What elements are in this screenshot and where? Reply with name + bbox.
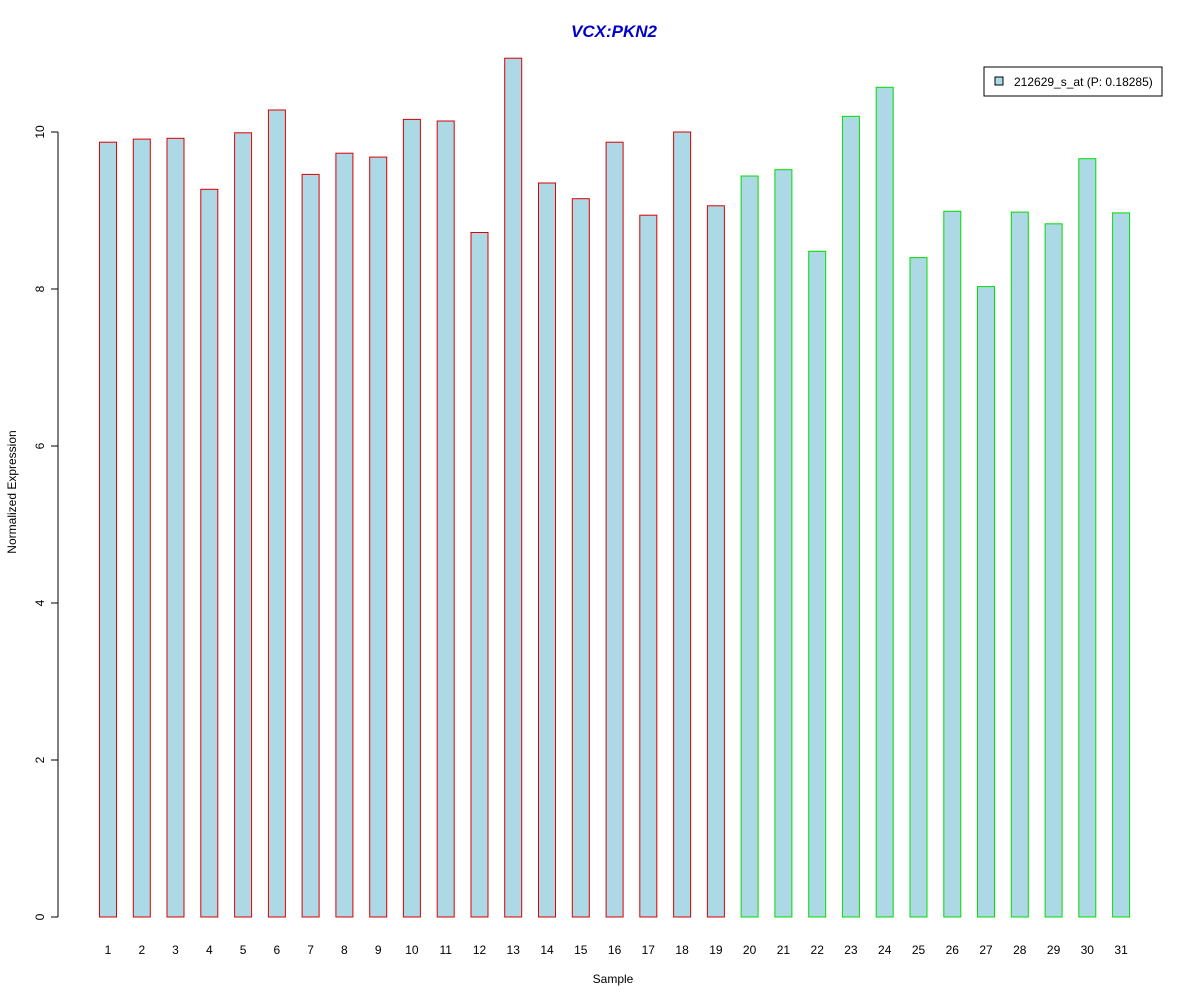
bar-sample-28 [1010, 211, 1029, 918]
y-tick-label: 8 [33, 285, 47, 292]
bar-sample-31 [1112, 212, 1131, 918]
x-axis: 1 2 3 4 5 6 7 8 9 10 11 12 13 14 15 16 17 18 19 20 21 22 23 24 2… [105, 943, 1128, 957]
bar-sample-25 [909, 257, 928, 918]
x-tick-label: 31 [1114, 943, 1128, 957]
bar-sample-12 [470, 232, 489, 918]
x-tick-label: 30 [1081, 943, 1095, 957]
x-tick-label: 28 [1013, 943, 1027, 957]
x-tick-label: 27 [979, 943, 993, 957]
x-tick-label: 2 [138, 943, 145, 957]
bar-sample-14 [538, 182, 556, 918]
x-tick-label: 23 [844, 943, 858, 957]
x-tick-label: 21 [777, 943, 791, 957]
x-tick-label: 17 [642, 943, 656, 957]
bar-sample-30 [1078, 158, 1097, 918]
x-tick-label: 14 [540, 943, 554, 957]
bar-sample-23 [841, 115, 860, 918]
x-tick-label: 5 [240, 943, 247, 957]
bar-sample-1 [99, 141, 117, 918]
bar-sample-11 [436, 120, 455, 918]
x-tick-label: 18 [675, 943, 689, 957]
bar-sample-4 [200, 188, 219, 918]
x-tick-label: 1 [105, 943, 112, 957]
legend-swatch [994, 76, 1004, 86]
x-tick-label: 29 [1047, 943, 1061, 957]
x-tick-label: 9 [375, 943, 382, 957]
bar-sample-21 [774, 169, 793, 918]
x-tick-label: 13 [507, 943, 521, 957]
bar-sample-24 [875, 86, 894, 918]
bar-sample-5 [234, 132, 253, 918]
bar-sample-26 [943, 210, 962, 918]
x-tick-label: 25 [912, 943, 926, 957]
x-tick-label: 16 [608, 943, 622, 957]
y-axis-label: Normalized Expression [5, 430, 19, 553]
legend: 212629_s_at (P: 0.18285) [983, 66, 1163, 97]
x-tick-label: 19 [709, 943, 723, 957]
bar-sample-27 [977, 286, 995, 918]
x-tick-label: 8 [341, 943, 348, 957]
legend-box [983, 66, 1163, 97]
x-tick-label: 15 [574, 943, 588, 957]
bar-sample-17 [639, 214, 658, 918]
bar-sample-16 [605, 141, 624, 918]
bar-sample-8 [335, 152, 354, 918]
y-tick-label: 0 [33, 913, 47, 920]
x-tick-label: 3 [172, 943, 179, 957]
x-tick-label: 11 [439, 943, 452, 957]
x-axis-label: Sample [593, 972, 634, 986]
bar-sample-2 [132, 138, 151, 918]
y-tick-label: 10 [33, 125, 47, 139]
legend-label: 212629_s_at (P: 0.18285) [1014, 75, 1153, 89]
x-tick-label: 7 [307, 943, 314, 957]
chart-title: VCX:PKN2 [571, 22, 658, 41]
y-tick-label: 4 [33, 599, 47, 606]
bar-sample-9 [369, 156, 388, 918]
x-tick-label: 4 [206, 943, 213, 957]
bar-sample-15 [571, 198, 590, 918]
y-tick-label: 2 [33, 756, 47, 763]
bar-sample-22 [808, 250, 827, 918]
x-tick-label: 10 [405, 943, 419, 957]
bars [99, 57, 1131, 918]
x-tick-label: 24 [878, 943, 892, 957]
x-tick-label: 12 [473, 943, 487, 957]
bar-sample-20 [740, 175, 759, 918]
bar-sample-29 [1044, 223, 1063, 918]
bar-sample-18 [673, 131, 692, 918]
bar-sample-10 [402, 118, 421, 918]
y-tick-label: 6 [33, 442, 47, 449]
bar-sample-3 [166, 137, 185, 918]
x-tick-label: 20 [743, 943, 757, 957]
y-axis: 0 2 4 6 8 10 [33, 125, 59, 920]
bar-sample-13 [504, 57, 523, 918]
x-tick-label: 6 [274, 943, 281, 957]
x-tick-label: 22 [811, 943, 825, 957]
bar-sample-7 [301, 173, 320, 918]
bar-sample-6 [267, 109, 286, 918]
x-tick-label: 26 [946, 943, 960, 957]
bar-sample-19 [706, 205, 725, 918]
